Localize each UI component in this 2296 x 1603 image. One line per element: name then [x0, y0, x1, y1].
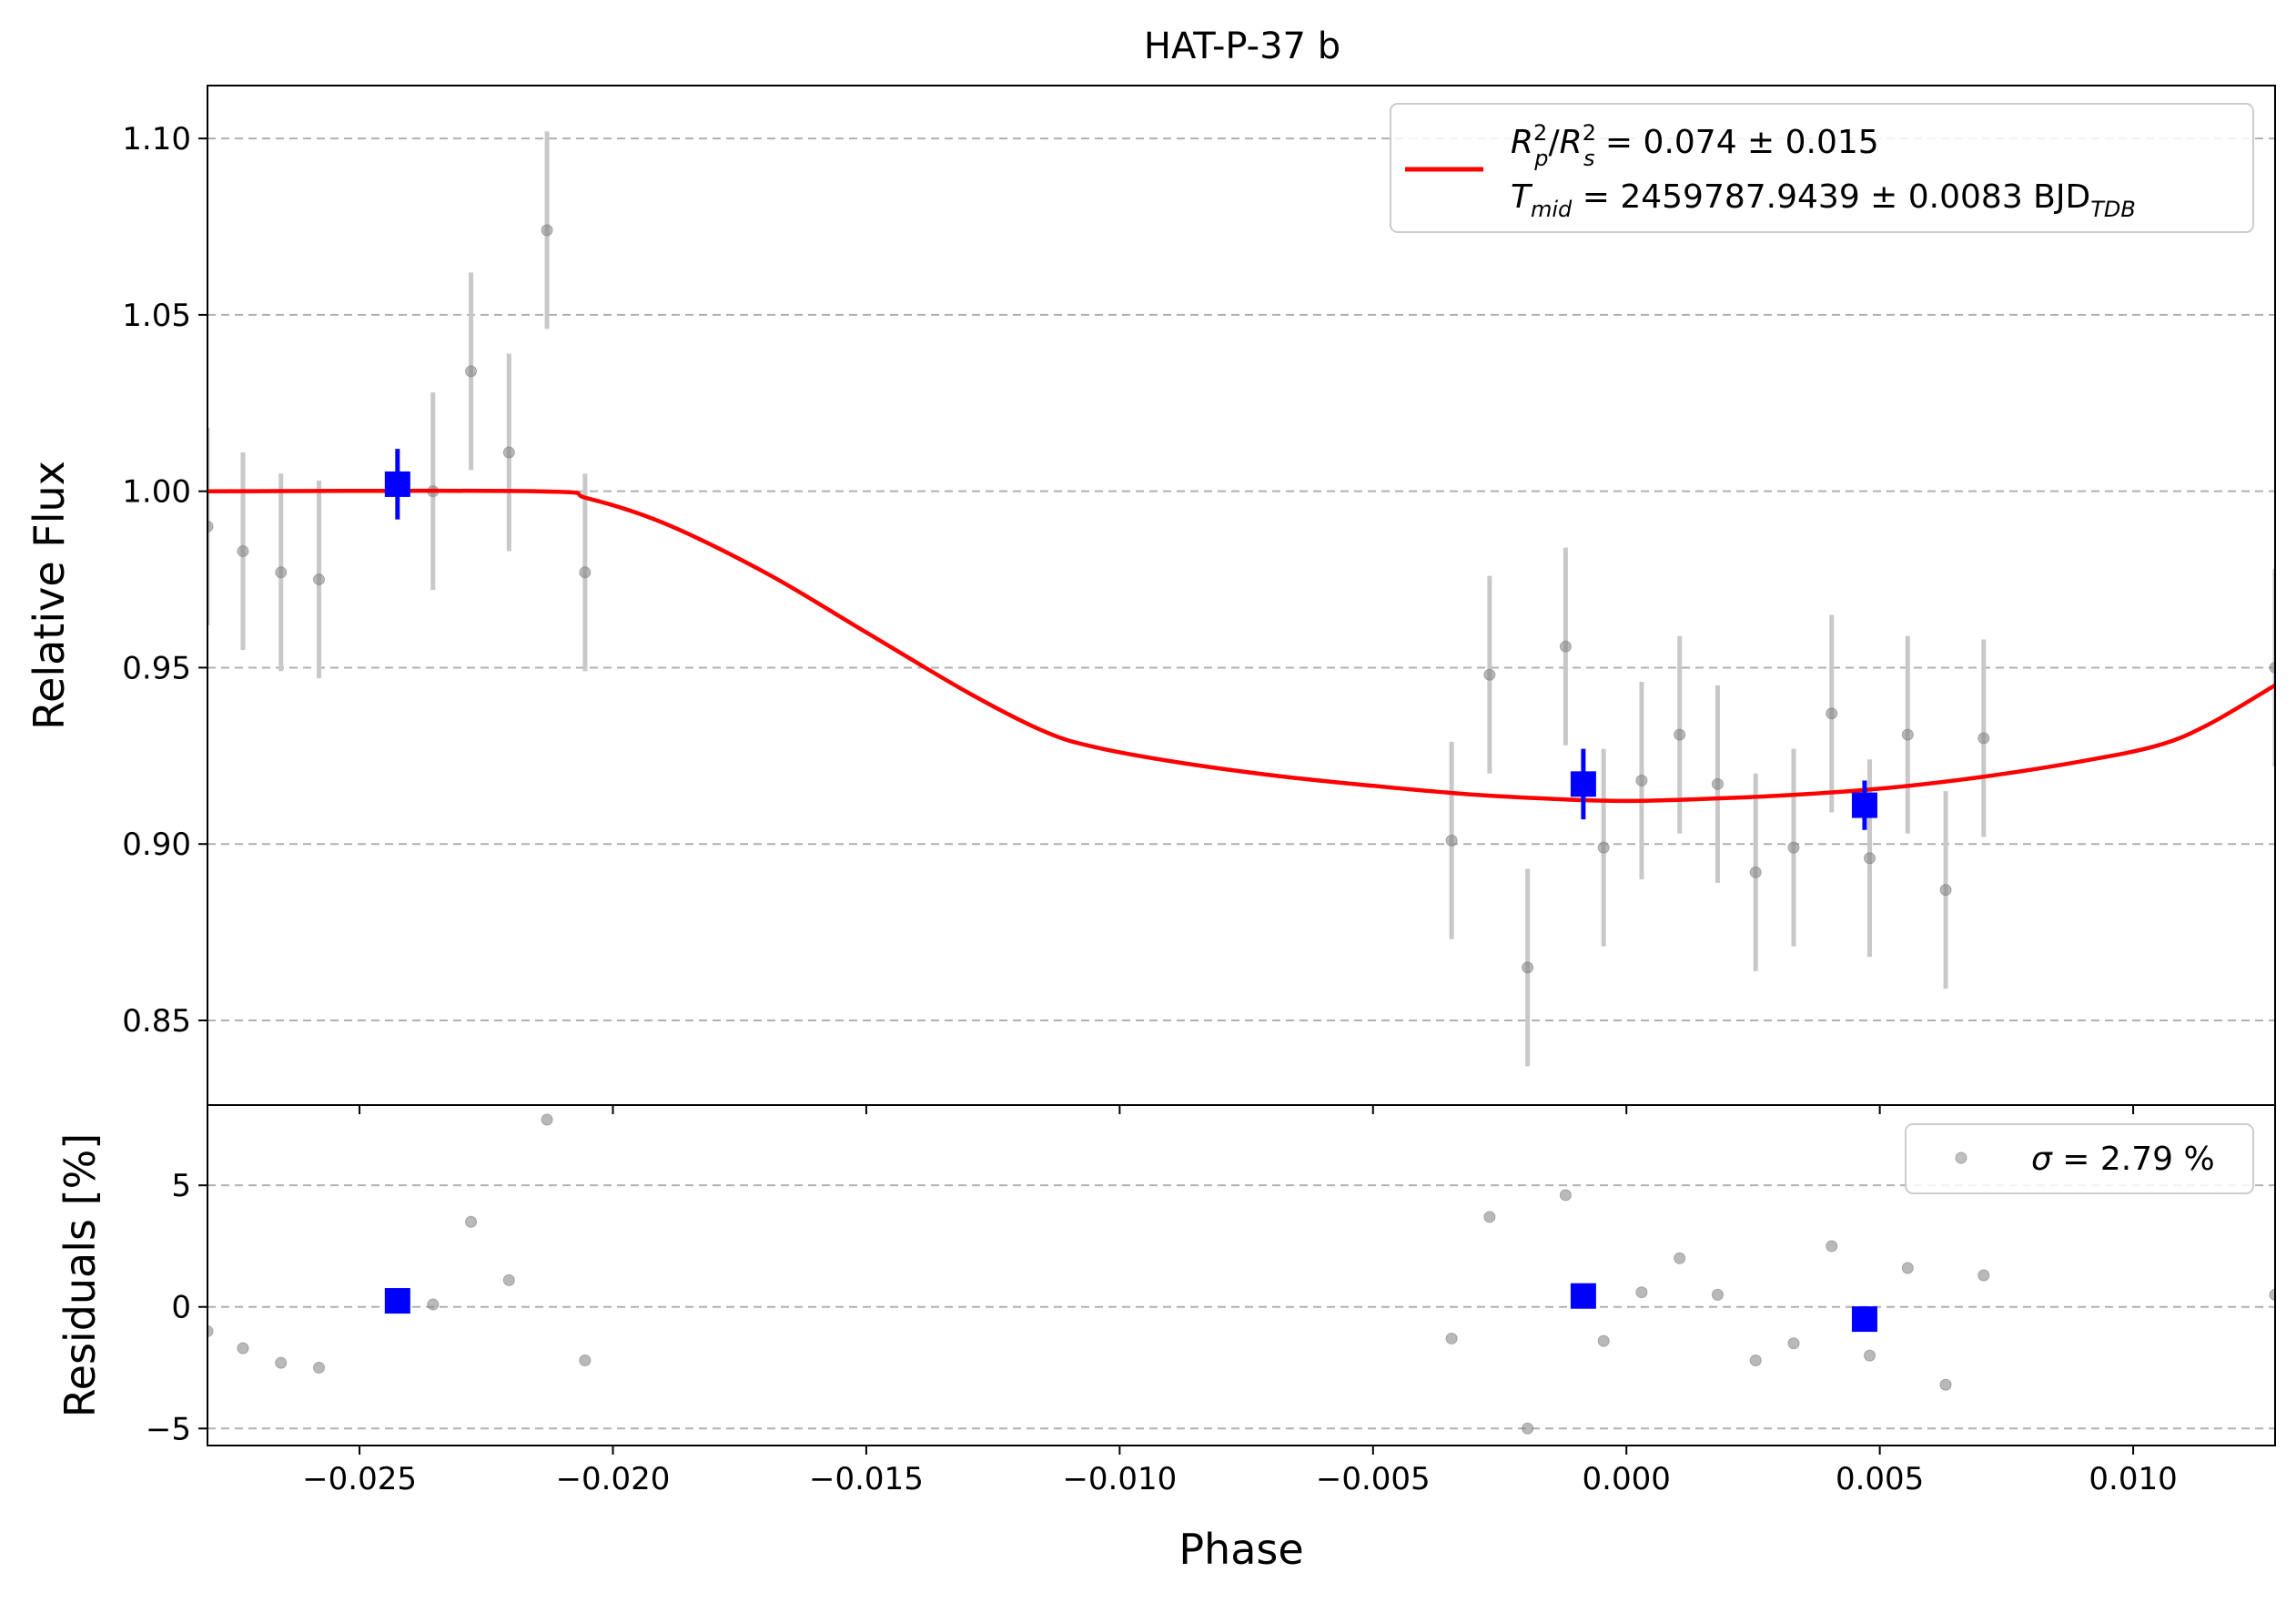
residual-raw-point [2269, 1288, 2275, 1301]
residual-binned-point [384, 1288, 410, 1314]
residual-raw-point [1864, 1349, 1876, 1362]
legend-tmid-label: Tmid = 2459787.9439 ± 0.0083 BJDTDB [1511, 178, 2136, 222]
flux-raw-point [1483, 668, 1496, 681]
residual-raw-point [1597, 1334, 1610, 1347]
residual-raw-point [541, 1113, 553, 1126]
legend-depth-label: R2 p/R2 s = 0.074 ± 0.015 [1511, 120, 1879, 171]
x-tick-label: −0.020 [556, 1461, 671, 1497]
flux-y-tick-label: 1.00 [122, 474, 191, 511]
flux-model-curve [207, 488, 2275, 804]
x-tick-label: −0.005 [1316, 1461, 1431, 1497]
residual-raw-point [1522, 1422, 1534, 1435]
residual-binned-point [1851, 1306, 1877, 1333]
flux-raw-point [1787, 841, 1800, 854]
residual-raw-point [275, 1356, 288, 1369]
residual-raw-point [1483, 1211, 1496, 1223]
flux-raw-point [2269, 661, 2275, 674]
flux-y-tick-label: 0.85 [122, 1003, 191, 1040]
flux-binned-points [384, 449, 1877, 830]
flux-raw-point [1939, 884, 1952, 897]
flux-raw-point [1977, 732, 1990, 745]
residuals-y-ticks: −5 0 5 [146, 1168, 207, 1447]
residuals-raw-points [207, 1113, 2275, 1435]
residuals-y-tick-label: −5 [146, 1411, 191, 1447]
flux-raw-point [1711, 777, 1724, 790]
residual-binned-point [1570, 1283, 1596, 1309]
residual-raw-point [313, 1362, 326, 1375]
residuals-panel: −5 0 5 −0.025 −0.020 −0.015 −0.010 −0.005 0.000… [56, 1104, 2276, 1574]
flux-raw-point [465, 365, 478, 378]
flux-raw-point [1826, 707, 1838, 720]
residual-raw-point [207, 1324, 214, 1337]
residual-raw-point [427, 1298, 440, 1311]
flux-raw-points [207, 131, 2275, 1067]
residual-raw-point [1445, 1332, 1458, 1344]
flux-raw-point [1901, 728, 1914, 741]
residual-raw-point [1674, 1252, 1686, 1264]
x-tick-label: −0.025 [302, 1461, 417, 1497]
flux-raw-point [237, 545, 249, 558]
legend-sigma-label: σ = 2.79 % [2031, 1141, 2215, 1178]
flux-legend-box [1390, 103, 2254, 233]
x-axis-title: Phase [1178, 1525, 1303, 1574]
x-tick-label: 0.005 [1836, 1461, 1924, 1497]
chart-title: HAT-P-37 b [1144, 25, 1340, 67]
residual-raw-point [1711, 1288, 1724, 1301]
residual-raw-point [237, 1342, 249, 1354]
flux-raw-point [207, 520, 214, 533]
residuals-y-axis-title: Residuals [%] [56, 1133, 105, 1417]
residual-raw-point [1939, 1378, 1952, 1391]
flux-raw-point [1597, 841, 1610, 854]
residual-raw-point [579, 1354, 592, 1366]
residual-raw-point [1977, 1269, 1990, 1282]
residuals-legend: σ = 2.79 % [1905, 1123, 2254, 1194]
flux-y-tick-label: 0.90 [122, 827, 191, 863]
flux-legend: R2 p/R2 s = 0.074 ± 0.015 Tmid = 2459787.9… [1390, 103, 2254, 233]
residuals-y-tick-label: 5 [171, 1168, 191, 1204]
flux-binned-point [1570, 771, 1596, 797]
flux-raw-point [541, 224, 553, 237]
flux-raw-point [275, 566, 288, 579]
flux-binned-point [384, 471, 410, 497]
flux-panel: 0.85 0.90 0.95 1.00 1.05 1.10 Relative Flux R… [25, 85, 2276, 1106]
flux-raw-point [579, 566, 592, 579]
flux-raw-point [1445, 834, 1458, 847]
residual-raw-point [502, 1273, 515, 1286]
transit-model-line [207, 488, 2275, 804]
residuals-y-tick-label: 0 [171, 1290, 191, 1326]
residual-raw-point [1826, 1240, 1838, 1253]
residual-raw-point [1901, 1262, 1914, 1274]
flux-raw-point [1522, 961, 1534, 974]
residuals-legend-box [1905, 1123, 2254, 1194]
flux-raw-point [1674, 728, 1686, 741]
flux-y-ticks: 0.85 0.90 0.95 1.00 1.05 1.10 [122, 121, 207, 1040]
residual-raw-point [1559, 1189, 1572, 1202]
flux-raw-point [313, 573, 326, 586]
flux-raw-point [1635, 774, 1648, 786]
residual-raw-point [1635, 1286, 1648, 1299]
x-tick-label: −0.015 [809, 1461, 924, 1497]
residual-raw-point [465, 1215, 478, 1228]
flux-binned-point [1851, 792, 1877, 818]
residuals-binned-points [384, 1283, 1877, 1333]
flux-y-tick-label: 0.95 [122, 650, 191, 686]
flux-y-tick-label: 1.10 [122, 121, 191, 157]
residual-raw-point [1749, 1354, 1762, 1366]
flux-y-axis-title: Relative Flux [25, 461, 74, 730]
residuals-axes-frame [207, 1104, 2276, 1446]
flux-raw-point [1864, 852, 1876, 865]
x-tick-label: 0.010 [2089, 1461, 2177, 1497]
flux-raw-point [1749, 866, 1762, 878]
flux-y-tick-label: 1.05 [122, 298, 191, 334]
residual-raw-point [1787, 1337, 1800, 1350]
x-ticks: −0.025 −0.020 −0.015 −0.010 −0.005 0.000 0.005… [302, 1105, 2178, 1497]
x-tick-label: −0.010 [1062, 1461, 1177, 1497]
flux-raw-point [502, 446, 515, 459]
legend-residual-marker [1955, 1152, 1967, 1164]
x-tick-label: 0.000 [1583, 1461, 1671, 1497]
flux-raw-point [1559, 640, 1572, 653]
